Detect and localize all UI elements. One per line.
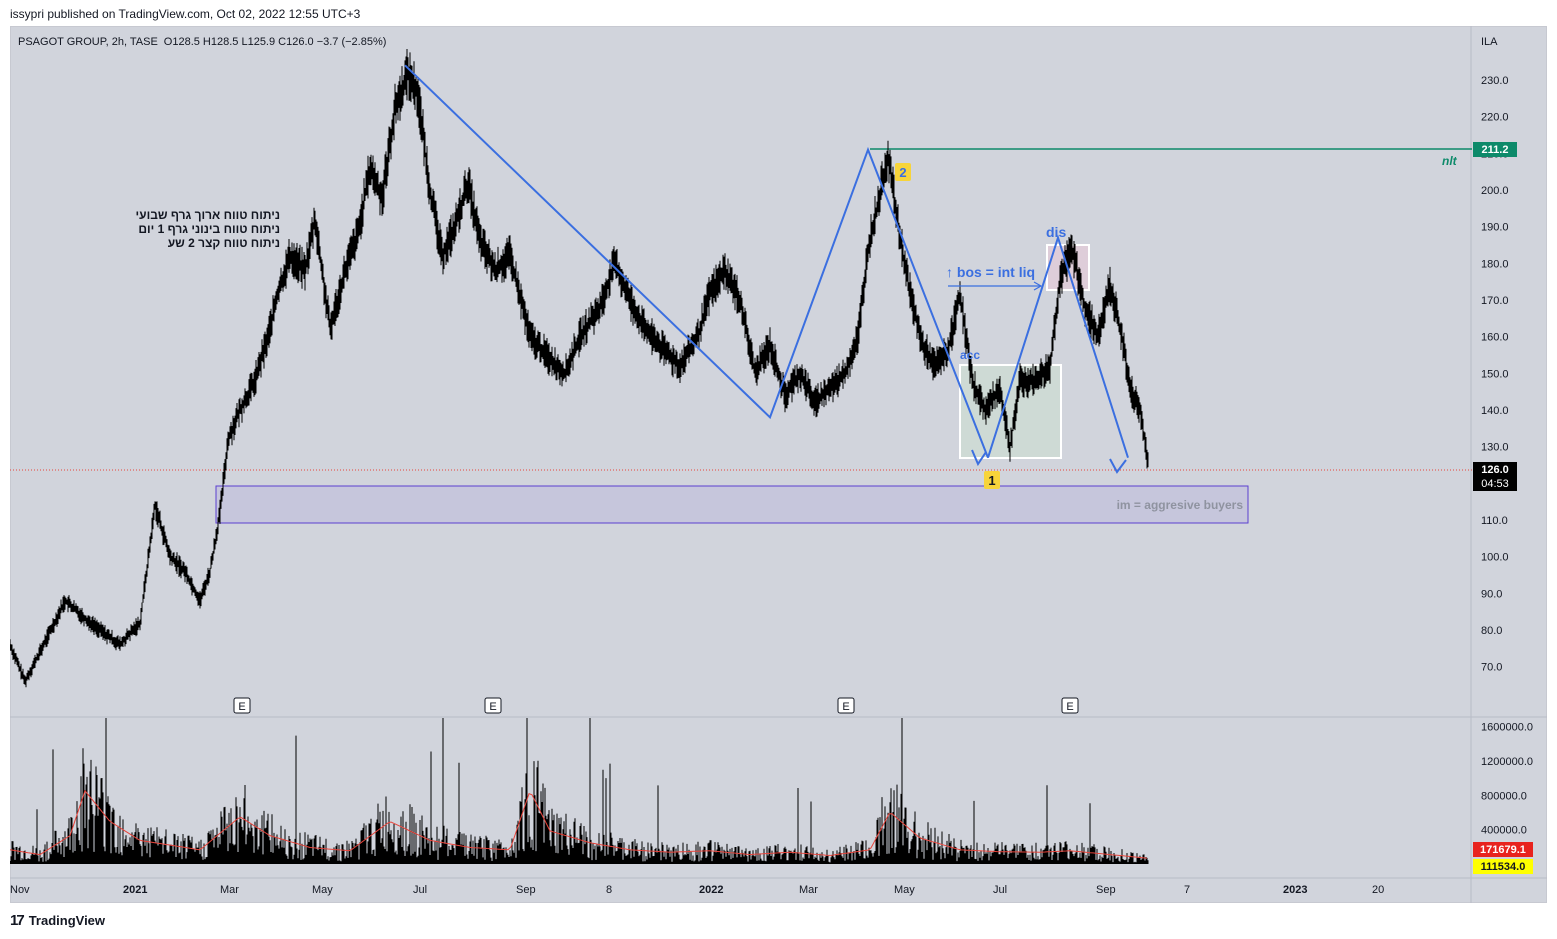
time-tick-label: 7 xyxy=(1184,884,1190,896)
price-tick-label: 70.0 xyxy=(1481,662,1502,674)
price-tick-label: 150.0 xyxy=(1481,368,1509,380)
price-series xyxy=(10,49,1149,688)
level-211-label: 211.2 xyxy=(1482,144,1509,156)
zigzag-drawing-1[interactable] xyxy=(404,64,989,459)
time-tick-label: Mar xyxy=(799,884,818,896)
time-tick-label: Jul xyxy=(413,884,427,896)
volume-ma-line xyxy=(10,789,1148,859)
time-tick-label: Jul xyxy=(993,884,1007,896)
dis-label: dis xyxy=(1046,224,1066,240)
hebrew-note-1: ניתוח טווח ארוך גרף שבועי xyxy=(136,208,280,222)
price-tick-label: 220.0 xyxy=(1481,112,1509,124)
volume-ma-badge-label: 111534.0 xyxy=(1481,861,1526,873)
time-tick-label: 8 xyxy=(606,884,612,896)
earnings-marker[interactable]: E xyxy=(484,697,502,714)
acc-label: acc xyxy=(960,348,980,362)
symbol-name: PSAGOT GROUP, 2h, TASE xyxy=(18,36,158,48)
bos-label: ↑ bos = int liq xyxy=(946,264,1035,280)
volume-bar-series xyxy=(10,718,1149,864)
bos-arrowhead xyxy=(1033,281,1043,291)
time-tick-label: Nov xyxy=(10,884,30,896)
arrowhead-1 xyxy=(971,449,987,467)
price-tick-label: 80.0 xyxy=(1481,625,1502,637)
tradingview-logo-icon: 17 xyxy=(10,912,25,929)
time-tick-label: Sep xyxy=(1096,884,1116,896)
price-tick-label: 180.0 xyxy=(1481,258,1509,270)
nlt-label: nlt xyxy=(1442,154,1458,168)
wave-1-label: 1 xyxy=(988,473,995,488)
price-tick-label: 230.0 xyxy=(1481,75,1509,87)
tradingview-brand-label: TradingView xyxy=(28,913,106,928)
last-price-badge xyxy=(1473,462,1517,491)
price-tick-label: 140.0 xyxy=(1481,405,1509,417)
price-tick-label: 100.0 xyxy=(1481,552,1509,564)
price-candles xyxy=(10,49,1149,688)
wave-2-badge xyxy=(895,163,911,181)
time-tick-label: 2023 xyxy=(1283,884,1307,896)
price-tick-label: 190.0 xyxy=(1481,222,1509,234)
chart-frame xyxy=(10,26,1547,903)
symbol-legend: PSAGOT GROUP, 2h, TASE O128.5 H128.5 L125… xyxy=(18,36,386,48)
ohlc-values: O128.5 H128.5 L125.9 C126.0 −3.7 (−2.85%… xyxy=(164,36,387,48)
time-tick-label: May xyxy=(894,884,915,896)
chart-canvas[interactable]: im = aggresive buyers nlt ↑ bos = int li… xyxy=(10,26,1547,903)
price-tick-label: 170.0 xyxy=(1481,295,1509,307)
volume-tick-label: 1200000.0 xyxy=(1481,756,1533,768)
im-zone-box[interactable] xyxy=(215,485,1249,524)
price-tick-label: 110.0 xyxy=(1481,515,1508,527)
arrowhead-2 xyxy=(1109,458,1127,474)
price-tick-label: 160.0 xyxy=(1481,332,1509,344)
volume-badge xyxy=(1473,842,1533,857)
hebrew-notes: ניתוח טווח ארוך גרף שבועי ניתוח טווח בינ… xyxy=(136,208,280,250)
volume-tick-label: 1600000.0 xyxy=(1481,722,1533,734)
earnings-marker[interactable]: E xyxy=(837,697,855,714)
time-tick-label: 20 xyxy=(1372,884,1384,896)
time-tick-label: Mar xyxy=(220,884,239,896)
countdown-label: 04:53 xyxy=(1481,478,1509,490)
level-211-badge xyxy=(1473,142,1517,157)
wave-1-badge xyxy=(984,471,1000,489)
earnings-marker-label: E xyxy=(1066,701,1073,713)
volume-tick-label: 400000.0 xyxy=(1481,825,1527,837)
zigzag-drawing-2[interactable] xyxy=(987,234,1129,459)
earnings-marker-label: E xyxy=(238,701,245,713)
time-axis-ticks: Nov 2021 Mar May Jul Sep 8 2022 Mar May Jul Sep 7 202… xyxy=(10,884,1384,896)
earnings-marker[interactable]: E xyxy=(233,697,251,714)
price-scale-ticks: 230.0220.0210.0200.0190.0180.0170.0160.0… xyxy=(1481,75,1509,674)
volume-scale-ticks: 1600000.0 1200000.0 800000.0 400000.0 xyxy=(1481,722,1533,837)
volume-tick-label: 800000.0 xyxy=(1481,790,1527,802)
earnings-marker-label: E xyxy=(489,701,496,713)
time-tick-label: 2021 xyxy=(123,884,147,896)
price-tick-label: 200.0 xyxy=(1481,185,1509,197)
earnings-marker-label: E xyxy=(842,701,849,713)
wave-2-label: 2 xyxy=(899,165,906,180)
earnings-marker[interactable]: E xyxy=(1061,697,1079,714)
price-tick-label: 90.0 xyxy=(1481,588,1502,600)
volume-bars xyxy=(10,718,1149,864)
publisher-line: issypri published on TradingView.com, Oc… xyxy=(10,7,361,21)
im-zone-label: im = aggresive buyers xyxy=(1117,498,1244,512)
hebrew-note-2: ניתוח טווח בינוני גרף 1 יום xyxy=(138,222,280,236)
time-tick-label: May xyxy=(312,884,333,896)
time-tick-label: 2022 xyxy=(699,884,723,896)
currency-label: ILA xyxy=(1481,36,1498,48)
volume-ma-badge xyxy=(1473,859,1533,874)
time-tick-label: Sep xyxy=(516,884,536,896)
hebrew-note-3: ניתוח טווח קצר 2 שע xyxy=(168,236,280,250)
volume-badge-label: 171679.1 xyxy=(1480,844,1526,856)
last-price-label: 126.0 xyxy=(1481,464,1509,476)
tradingview-logo[interactable]: 17 TradingView xyxy=(10,912,105,929)
price-tick-label: 130.0 xyxy=(1481,442,1509,454)
